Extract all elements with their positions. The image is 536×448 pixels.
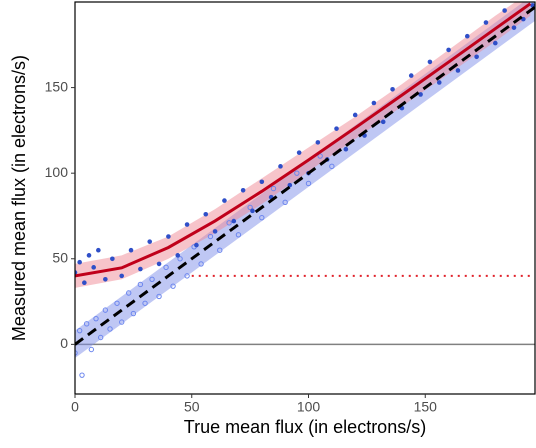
point: [334, 126, 339, 131]
open-point: [83, 321, 90, 327]
point: [175, 253, 181, 258]
open-point: [142, 300, 148, 306]
point: [483, 20, 489, 25]
open-point: [329, 163, 335, 170]
point: [418, 92, 423, 97]
point: [156, 261, 162, 267]
point: [91, 265, 96, 270]
point: [493, 40, 498, 46]
point: [408, 73, 414, 78]
y-tick-label: 150: [45, 78, 69, 94]
point: [446, 47, 451, 53]
point: [231, 218, 237, 224]
open-point: [207, 233, 214, 240]
open-point: [126, 290, 132, 296]
point: [464, 33, 470, 39]
open-point: [184, 273, 190, 279]
point: [194, 242, 199, 248]
point: [455, 68, 461, 73]
point: [147, 239, 153, 244]
open-point: [235, 232, 242, 238]
open-point: [226, 220, 232, 226]
y-axis-label: Measured mean flux (in electrons/s): [9, 55, 29, 341]
open-point: [317, 153, 323, 159]
open-point: [198, 261, 204, 267]
plot-frame: [74, 1, 536, 395]
open-point: [270, 185, 277, 192]
point: [128, 247, 134, 253]
open-point: [156, 293, 162, 300]
point: [86, 253, 92, 258]
y-tick-label: 50: [52, 249, 68, 265]
point: [427, 59, 433, 65]
point: [502, 8, 507, 13]
open-point: [93, 315, 99, 322]
point: [96, 247, 101, 253]
open-point: [76, 327, 83, 334]
x-tick-label: 50: [184, 399, 200, 415]
x-axis-label: True mean flux (in electrons/s): [184, 417, 426, 437]
open-point: [305, 180, 312, 187]
point: [390, 87, 395, 92]
x-tick-label: 150: [414, 399, 438, 415]
x-tick-label: 100: [297, 399, 321, 415]
point: [212, 229, 218, 234]
point: [110, 256, 115, 262]
open-point: [259, 214, 265, 221]
point: [184, 222, 190, 227]
open-point: [114, 300, 120, 306]
point: [166, 234, 171, 239]
confidence-band: [75, 2, 531, 288]
point: [511, 25, 517, 30]
x-tick-label: 0: [71, 399, 79, 415]
open-point: [163, 264, 169, 271]
point: [371, 100, 377, 106]
open-point: [119, 319, 125, 325]
plot-area: [75, 2, 535, 378]
point: [77, 259, 82, 265]
point: [119, 273, 125, 279]
open-point: [177, 256, 183, 262]
point: [240, 187, 246, 193]
open-point: [217, 247, 223, 253]
point: [352, 112, 358, 118]
point: [103, 277, 108, 282]
point: [474, 54, 479, 60]
point: [222, 198, 227, 203]
point: [343, 146, 349, 152]
open-point: [79, 372, 85, 378]
point: [436, 80, 442, 85]
point: [315, 140, 321, 145]
open-point: [130, 310, 137, 317]
open-point: [102, 307, 109, 313]
open-point: [88, 346, 95, 353]
point: [203, 211, 209, 217]
open-point: [294, 170, 300, 176]
open-point: [282, 199, 288, 205]
open-point: [149, 276, 155, 283]
y-tick-label: 0: [60, 335, 68, 351]
point: [278, 164, 283, 169]
point: [82, 280, 87, 286]
point: [380, 119, 386, 125]
open-point: [137, 281, 144, 288]
fit-line: [75, 2, 532, 278]
y-tick-label: 100: [45, 164, 69, 180]
point: [250, 208, 255, 214]
point: [138, 266, 143, 272]
open-point: [97, 334, 104, 341]
open-point: [107, 326, 113, 332]
point: [296, 150, 302, 155]
point: [259, 179, 265, 185]
open-point: [170, 283, 176, 289]
open-point: [247, 204, 253, 211]
